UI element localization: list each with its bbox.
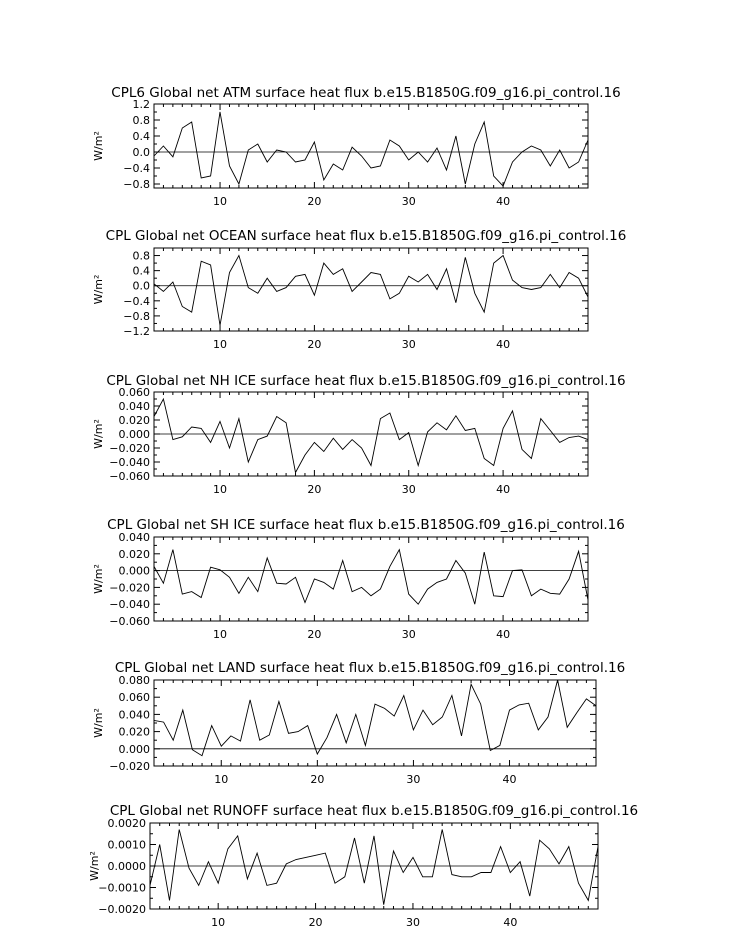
x-tick-label: 30 <box>402 483 416 496</box>
y-tick-label: 0.0000 <box>108 860 147 873</box>
y-tick-label: 0.000 <box>119 743 151 756</box>
x-tick-label: 20 <box>310 773 324 786</box>
y-tick-label: −0.040 <box>109 598 150 611</box>
x-tick-label: 30 <box>402 338 416 351</box>
series-line <box>154 680 596 756</box>
series-line <box>154 399 588 473</box>
y-tick-label: 0.040 <box>119 531 151 544</box>
y-tick-label: 0.0 <box>133 146 151 159</box>
y-axis-label: W/m² <box>92 564 105 594</box>
y-axis-label: W/m² <box>92 708 105 738</box>
y-tick-label: 0.0020 <box>108 817 147 830</box>
panel-2: CPL Global net OCEAN surface heat flux b… <box>92 228 626 351</box>
x-tick-label: 10 <box>213 483 227 496</box>
y-tick-label: −0.8 <box>123 178 150 191</box>
y-tick-label: −0.020 <box>109 442 150 455</box>
x-tick-label: 20 <box>309 916 323 929</box>
y-tick-label: −0.0020 <box>98 903 146 916</box>
y-axis-label: W/m² <box>88 851 101 881</box>
x-tick-label: 10 <box>214 773 228 786</box>
x-tick-label: 20 <box>307 483 321 496</box>
y-tick-label: 0.020 <box>119 726 151 739</box>
y-tick-label: 0.8 <box>133 114 151 127</box>
panel-title: CPL Global net NH ICE surface heat flux … <box>106 373 625 389</box>
y-tick-label: 0.4 <box>133 130 151 143</box>
y-tick-label: 0.060 <box>119 691 151 704</box>
panel-1: CPL6 Global net ATM surface heat flux b.… <box>92 85 621 208</box>
x-tick-label: 20 <box>307 338 321 351</box>
x-tick-label: 20 <box>307 195 321 208</box>
x-tick-label: 40 <box>496 195 510 208</box>
x-tick-label: 30 <box>402 195 416 208</box>
x-tick-label: 10 <box>213 195 227 208</box>
y-tick-label: 1.2 <box>133 98 151 111</box>
y-tick-label: 0.8 <box>133 250 151 263</box>
x-tick-label: 40 <box>496 483 510 496</box>
y-tick-label: −0.020 <box>109 581 150 594</box>
panel-6: CPL Global net RUNOFF surface heat flux … <box>88 803 638 929</box>
x-tick-label: 40 <box>503 916 517 929</box>
panel-5: CPL Global net LAND surface heat flux b.… <box>92 660 625 786</box>
x-tick-label: 30 <box>406 916 420 929</box>
panel-title: CPL6 Global net ATM surface heat flux b.… <box>111 85 620 101</box>
plot-frame <box>154 680 596 766</box>
panel-title: CPL Global net SH ICE surface heat flux … <box>107 517 625 533</box>
x-tick-label: 30 <box>406 773 420 786</box>
series-line <box>150 830 598 905</box>
series-line <box>154 550 588 605</box>
y-tick-label: −0.0010 <box>98 882 146 895</box>
y-tick-label: −0.020 <box>109 760 150 773</box>
series-line <box>154 112 588 186</box>
y-tick-label: 0.060 <box>119 386 151 399</box>
y-tick-label: −0.4 <box>123 295 150 308</box>
x-tick-label: 20 <box>307 628 321 641</box>
y-tick-label: 0.020 <box>119 548 151 561</box>
x-tick-label: 40 <box>496 628 510 641</box>
y-tick-label: −1.2 <box>123 325 150 338</box>
y-axis-label: W/m² <box>92 131 105 161</box>
panel-3: CPL Global net NH ICE surface heat flux … <box>92 373 626 496</box>
y-tick-label: 0.4 <box>133 265 151 278</box>
plot-frame <box>154 537 588 621</box>
y-tick-label: −0.8 <box>123 310 150 323</box>
y-tick-label: 0.000 <box>119 428 151 441</box>
x-tick-label: 10 <box>211 916 225 929</box>
y-tick-label: 0.040 <box>119 708 151 721</box>
y-tick-label: −0.040 <box>109 456 150 469</box>
series-line <box>154 256 588 326</box>
panel-title: CPL Global net OCEAN surface heat flux b… <box>106 228 627 244</box>
y-tick-label: 0.0010 <box>108 839 147 852</box>
x-tick-label: 40 <box>496 338 510 351</box>
y-tick-label: −0.4 <box>123 162 150 175</box>
y-tick-label: 0.000 <box>119 565 151 578</box>
y-tick-label: 0.0 <box>133 280 151 293</box>
y-tick-label: 0.020 <box>119 414 151 427</box>
panel-4: CPL Global net SH ICE surface heat flux … <box>92 517 625 641</box>
y-tick-label: 0.040 <box>119 400 151 413</box>
y-tick-label: −0.060 <box>109 470 150 483</box>
panel-title: CPL Global net RUNOFF surface heat flux … <box>110 803 638 819</box>
y-tick-label: −0.060 <box>109 615 150 628</box>
y-tick-label: 0.080 <box>119 674 151 687</box>
x-tick-label: 10 <box>213 628 227 641</box>
y-axis-label: W/m² <box>92 419 105 449</box>
y-axis-label: W/m² <box>92 275 105 305</box>
panel-title: CPL Global net LAND surface heat flux b.… <box>115 660 625 676</box>
x-tick-label: 30 <box>402 628 416 641</box>
x-tick-label: 40 <box>503 773 517 786</box>
x-tick-label: 10 <box>213 338 227 351</box>
